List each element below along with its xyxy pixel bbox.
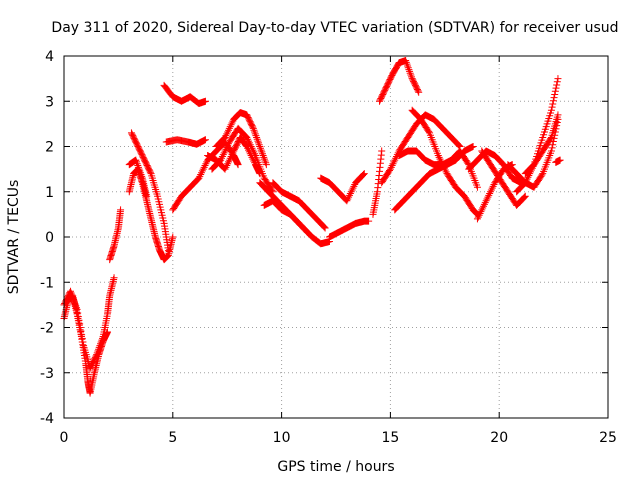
data-marker-trace [317, 170, 368, 205]
data-series [260, 197, 312, 236]
y-tick-label: 1 [45, 185, 54, 201]
chart-title: Day 311 of 2020, Sidereal Day-to-day VTE… [51, 20, 618, 36]
x-tick-label: 0 [60, 430, 69, 446]
data-marker-trace [127, 129, 172, 255]
y-axis-label: SDTVAR / TECUs [6, 180, 22, 295]
x-tick-label: 5 [168, 430, 177, 446]
data-marker-trace [325, 217, 373, 241]
y-tick-label: 4 [45, 49, 54, 65]
data-marker-trace [376, 57, 423, 105]
data-series [60, 274, 118, 372]
data-markers [60, 57, 564, 397]
data-marker-trace [552, 156, 564, 166]
data-series [552, 156, 564, 166]
data-marker-trace [369, 147, 386, 218]
data-marker-trace [378, 111, 464, 187]
data-series [162, 136, 209, 148]
data-series [212, 109, 270, 169]
data-marker-trace [256, 179, 333, 248]
data-series [256, 179, 333, 248]
data-marker-trace [269, 179, 329, 232]
data-series [125, 156, 151, 200]
x-tick-label: 15 [381, 430, 399, 446]
data-series [60, 292, 112, 397]
data-series [408, 106, 481, 218]
y-tick-label: -4 [40, 411, 54, 427]
data-series [378, 111, 464, 187]
x-tick-label: 20 [490, 430, 508, 446]
data-marker-trace [162, 136, 209, 148]
data-series [465, 147, 525, 187]
data-marker-trace [60, 292, 112, 397]
y-tick-label: -3 [40, 366, 54, 382]
data-marker-trace [125, 156, 151, 200]
data-marker-trace [160, 81, 209, 108]
data-series [376, 57, 423, 105]
data-series [169, 138, 242, 214]
data-marker-trace [106, 206, 125, 264]
x-tick-label: 10 [273, 430, 291, 446]
x-axis-label: GPS time / hours [277, 459, 394, 475]
data-marker-trace [391, 143, 477, 214]
y-tick-label: 3 [45, 94, 54, 110]
data-marker-trace [212, 109, 270, 169]
data-marker-trace [208, 124, 277, 196]
data-marker-trace [465, 147, 525, 187]
data-series [325, 217, 373, 241]
data-series [106, 206, 125, 264]
x-tick-label: 25 [599, 430, 617, 446]
data-marker-trace [521, 111, 562, 178]
data-series [127, 129, 172, 255]
tick-labels: 0 5 10 15 20 25 -4 -3 -2 -1 0 1 2 3 4 [40, 49, 617, 446]
y-tick-label: -2 [40, 321, 54, 337]
data-series [391, 143, 477, 214]
data-series [369, 147, 386, 218]
data-series [317, 170, 368, 205]
y-tick-label: 2 [45, 140, 54, 156]
data-marker-trace [169, 138, 242, 214]
data-series [478, 147, 529, 209]
data-series [160, 81, 209, 108]
data-marker-trace [260, 197, 312, 236]
data-series [208, 124, 277, 196]
axis-ticks [63, 55, 609, 419]
data-marker-trace [60, 274, 118, 372]
data-marker-trace [478, 147, 529, 209]
y-tick-label: 0 [45, 230, 54, 246]
data-series [269, 179, 329, 232]
y-tick-label: -1 [40, 275, 54, 291]
data-marker-trace [408, 106, 481, 218]
data-series [521, 111, 562, 178]
